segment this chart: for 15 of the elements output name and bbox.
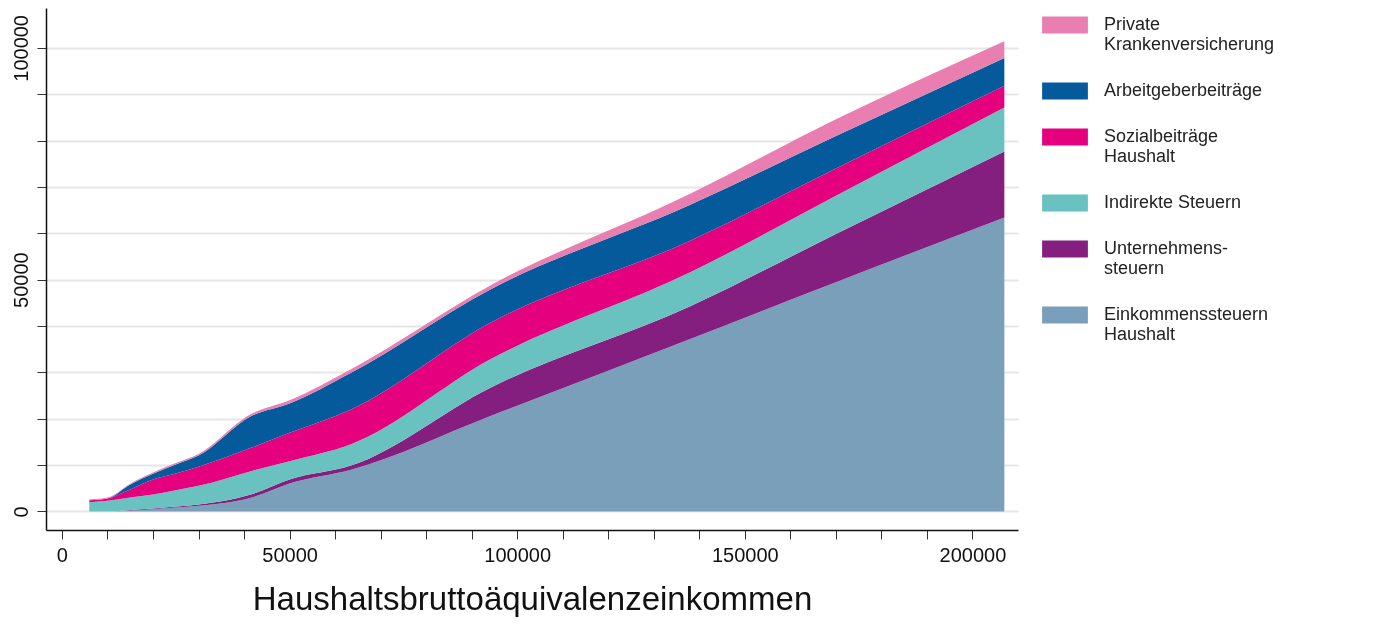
x-axis-title: Haushaltsbruttoäquivalenzeinkommen	[252, 579, 813, 617]
y-tick-label: 100000	[9, 14, 32, 82]
legend-label: Unternehmens- steuern	[1104, 238, 1229, 278]
legend-label: Einkommenssteuern Haushalt	[1104, 304, 1269, 344]
legend-label: Sozialbeiträge Haushalt	[1104, 126, 1219, 166]
legend-label: Private Krankenversicherung	[1104, 14, 1275, 54]
x-tick-label: 50000	[262, 543, 318, 566]
x-tick-label: 150000	[711, 543, 779, 566]
y-tick-label: 0	[9, 506, 32, 518]
legend-label: Arbeitgeberbeiträge	[1104, 80, 1263, 100]
y-tick-label: 50000	[9, 252, 32, 308]
legend-label: Indirekte Steuern	[1104, 192, 1242, 212]
x-tick-label: 100000	[484, 543, 552, 566]
x-tick-label: 200000	[939, 543, 1007, 566]
x-tick-label: 0	[56, 543, 68, 566]
